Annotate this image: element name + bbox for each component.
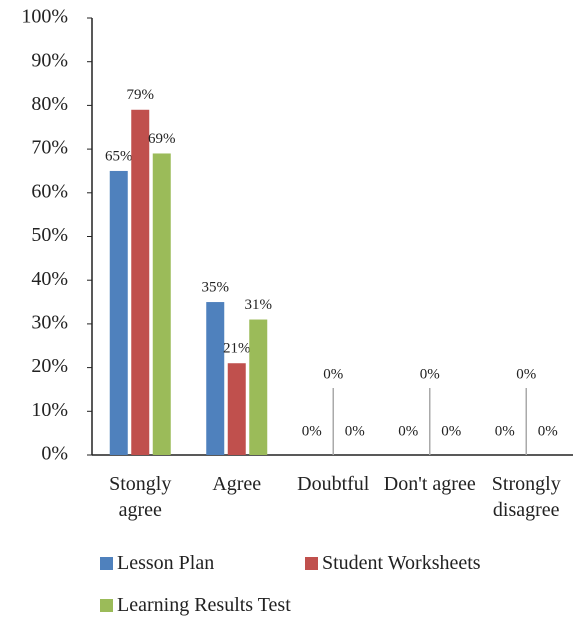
y-tick-label: 30%	[31, 311, 68, 333]
data-label: 0%	[398, 423, 418, 439]
legend-item: Learning Results Test	[100, 594, 291, 617]
y-tick-label: 0%	[41, 443, 68, 465]
data-label: 0%	[495, 423, 515, 439]
legend-swatch	[305, 557, 318, 570]
x-tick-label: Stongly agree	[109, 473, 172, 521]
legend-item: Student Worksheets	[305, 552, 481, 575]
legend-label: Lesson Plan	[117, 552, 215, 574]
data-label: 79%	[127, 87, 155, 103]
y-tick-label: 100%	[21, 6, 68, 28]
y-tick-label: 10%	[31, 399, 68, 421]
y-tick-label: 80%	[31, 93, 68, 115]
legend-swatch	[100, 599, 113, 612]
data-label: 0%	[323, 366, 343, 382]
data-label: 0%	[538, 423, 558, 439]
data-label: 0%	[345, 423, 365, 439]
bar	[227, 363, 246, 455]
data-label: 69%	[148, 131, 176, 147]
data-label: 35%	[202, 279, 230, 295]
legend-swatch	[100, 557, 113, 570]
legend-label: Student Worksheets	[322, 552, 481, 574]
bar	[152, 153, 171, 455]
bar	[249, 319, 268, 455]
bar	[131, 109, 150, 456]
x-tick-label: Don't agree	[383, 473, 476, 495]
y-tick-label: 90%	[31, 49, 68, 71]
y-tick-label: 40%	[31, 268, 68, 290]
data-label: 0%	[441, 423, 461, 439]
data-label: 0%	[302, 423, 322, 439]
data-label: 0%	[420, 366, 440, 382]
y-tick-label: 20%	[31, 355, 68, 377]
y-tick-label: 70%	[31, 137, 68, 159]
y-tick-label: 60%	[31, 180, 68, 202]
data-label: 0%	[516, 366, 536, 382]
legend-item: Lesson Plan	[100, 552, 214, 575]
data-label: 21%	[223, 341, 251, 357]
legend-label: Learning Results Test	[117, 594, 291, 616]
x-tick-label: Strongly disagree	[491, 473, 561, 521]
bar	[206, 302, 225, 455]
data-label: 65%	[105, 148, 133, 164]
y-tick-label: 50%	[31, 224, 68, 246]
x-tick-label: Doubtful	[297, 473, 370, 495]
bar	[109, 170, 128, 455]
data-label: 31%	[245, 297, 273, 313]
x-tick-label: Agree	[212, 473, 262, 495]
